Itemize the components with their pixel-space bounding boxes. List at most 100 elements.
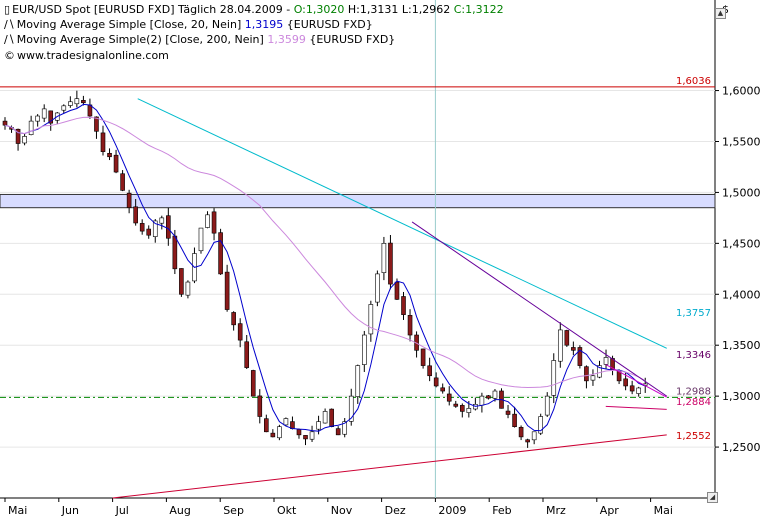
candle-down bbox=[388, 242, 393, 285]
candle-down bbox=[427, 365, 432, 377]
x-tick-label: Dez bbox=[385, 504, 406, 517]
candle-down bbox=[237, 323, 243, 341]
candle-up bbox=[74, 98, 80, 105]
candle-up bbox=[636, 387, 641, 394]
candle-down bbox=[126, 192, 132, 208]
trendline bbox=[605, 405, 667, 410]
candle-down bbox=[296, 429, 302, 436]
candle-down bbox=[407, 315, 413, 336]
candle-up bbox=[342, 421, 348, 435]
candle-up bbox=[544, 395, 550, 416]
candle-down bbox=[179, 268, 184, 295]
candle-up bbox=[355, 365, 361, 397]
candle-down bbox=[94, 116, 99, 132]
candle-down bbox=[453, 403, 459, 407]
y-tick-label: 1,2500 bbox=[722, 441, 761, 454]
candle-up bbox=[309, 431, 315, 440]
price-label: 1,2988 bbox=[676, 386, 711, 397]
candle-up bbox=[159, 217, 165, 224]
candle-up bbox=[322, 411, 328, 424]
x-tick-label: Jun bbox=[61, 504, 79, 517]
ma20-suffix: {EURUSD FXD} bbox=[286, 18, 373, 31]
ma200-line bbox=[4, 116, 646, 388]
resistance-zone bbox=[0, 193, 716, 209]
x-tick-label: Mai bbox=[8, 504, 27, 517]
candle-down bbox=[120, 173, 125, 191]
legend-ma200[interactable]: ∕∖ Moving Average Simple(2) [Close, 200, … bbox=[4, 33, 395, 46]
candle-up bbox=[597, 365, 602, 378]
candle-up bbox=[35, 115, 40, 122]
candle-down bbox=[440, 387, 446, 392]
legend-ma20[interactable]: ∕∖ Moving Average Simple [Close, 20, Nein… bbox=[4, 18, 373, 31]
candle-down bbox=[257, 395, 263, 417]
ohlc-low-label: L: bbox=[398, 3, 412, 16]
candle-up bbox=[381, 243, 387, 273]
x-tick-label: Okt bbox=[277, 504, 297, 517]
candle-down bbox=[166, 215, 171, 239]
candle-up bbox=[205, 214, 210, 228]
candle-up bbox=[41, 108, 47, 119]
candle-up bbox=[551, 360, 557, 396]
scroll-down-icon[interactable]: ◢ bbox=[707, 492, 718, 503]
trendline bbox=[605, 364, 667, 398]
y-tick-label: 1,4000 bbox=[722, 288, 761, 301]
candle-down bbox=[623, 378, 628, 387]
y-tick-label: 1,3500 bbox=[722, 339, 761, 352]
line-icon: ∕∖ bbox=[4, 33, 15, 46]
candle-up bbox=[538, 416, 543, 434]
candle-up bbox=[316, 421, 321, 430]
x-tick-label: Aug bbox=[169, 504, 190, 517]
candle-down bbox=[2, 120, 8, 126]
candle-down bbox=[133, 206, 138, 224]
x-tick-label: Nov bbox=[331, 504, 353, 517]
x-tick-label: Mrz bbox=[546, 504, 566, 517]
x-tick-label: 2009 bbox=[438, 504, 466, 517]
candle-up bbox=[492, 390, 498, 399]
ohlc-open-value: 1,3020 bbox=[305, 3, 345, 16]
candle-up bbox=[368, 304, 374, 335]
candle-down bbox=[48, 110, 54, 124]
ma200-value: 1,3599 bbox=[267, 33, 306, 46]
x-tick-label: Mai bbox=[654, 504, 673, 517]
candle-down bbox=[420, 348, 426, 366]
candle-down bbox=[512, 413, 517, 427]
ohlc-high-value: 1,3131 bbox=[359, 3, 399, 16]
candle-up bbox=[466, 408, 472, 413]
y-tick-label: 1,5500 bbox=[722, 135, 761, 148]
candle-down bbox=[224, 271, 230, 310]
candle-down bbox=[107, 152, 112, 158]
candle-up bbox=[479, 395, 485, 406]
candle-down bbox=[100, 132, 106, 152]
price-label: 1,2552 bbox=[676, 431, 711, 442]
candle-down bbox=[303, 435, 308, 440]
ohlc-high-label: H: bbox=[344, 3, 360, 16]
line-icon: ∕∖ bbox=[4, 18, 15, 31]
trendline bbox=[112, 434, 667, 499]
candle-down bbox=[81, 100, 86, 104]
candle-down bbox=[564, 330, 570, 346]
candle-up bbox=[152, 220, 158, 237]
candle-up bbox=[68, 101, 73, 106]
candle-down bbox=[335, 428, 341, 436]
ohlc-open-label: O: bbox=[293, 3, 306, 16]
x-tick-label: Feb bbox=[492, 504, 511, 517]
candle-down bbox=[139, 223, 145, 232]
candle-up bbox=[531, 431, 537, 441]
price-label: 1,3757 bbox=[676, 308, 711, 319]
y-tick-label: 1,5000 bbox=[722, 186, 761, 199]
candle-up bbox=[22, 136, 27, 144]
candle-down bbox=[571, 347, 576, 351]
trendline bbox=[411, 221, 668, 397]
candle-down bbox=[146, 228, 152, 236]
candle-up bbox=[283, 418, 289, 426]
candle-up bbox=[603, 357, 609, 365]
scroll-up-icon[interactable]: ▲ bbox=[715, 8, 726, 19]
candle-down bbox=[486, 395, 491, 399]
ma20-value: 1,3195 bbox=[244, 18, 284, 31]
y-tick-label: 1,4500 bbox=[722, 237, 761, 250]
price-label: 1,6036 bbox=[676, 76, 711, 87]
ma20-label: Moving Average Simple [Close, 20, Nein] bbox=[16, 18, 242, 31]
candlestick-icon: ▯ bbox=[4, 3, 11, 16]
